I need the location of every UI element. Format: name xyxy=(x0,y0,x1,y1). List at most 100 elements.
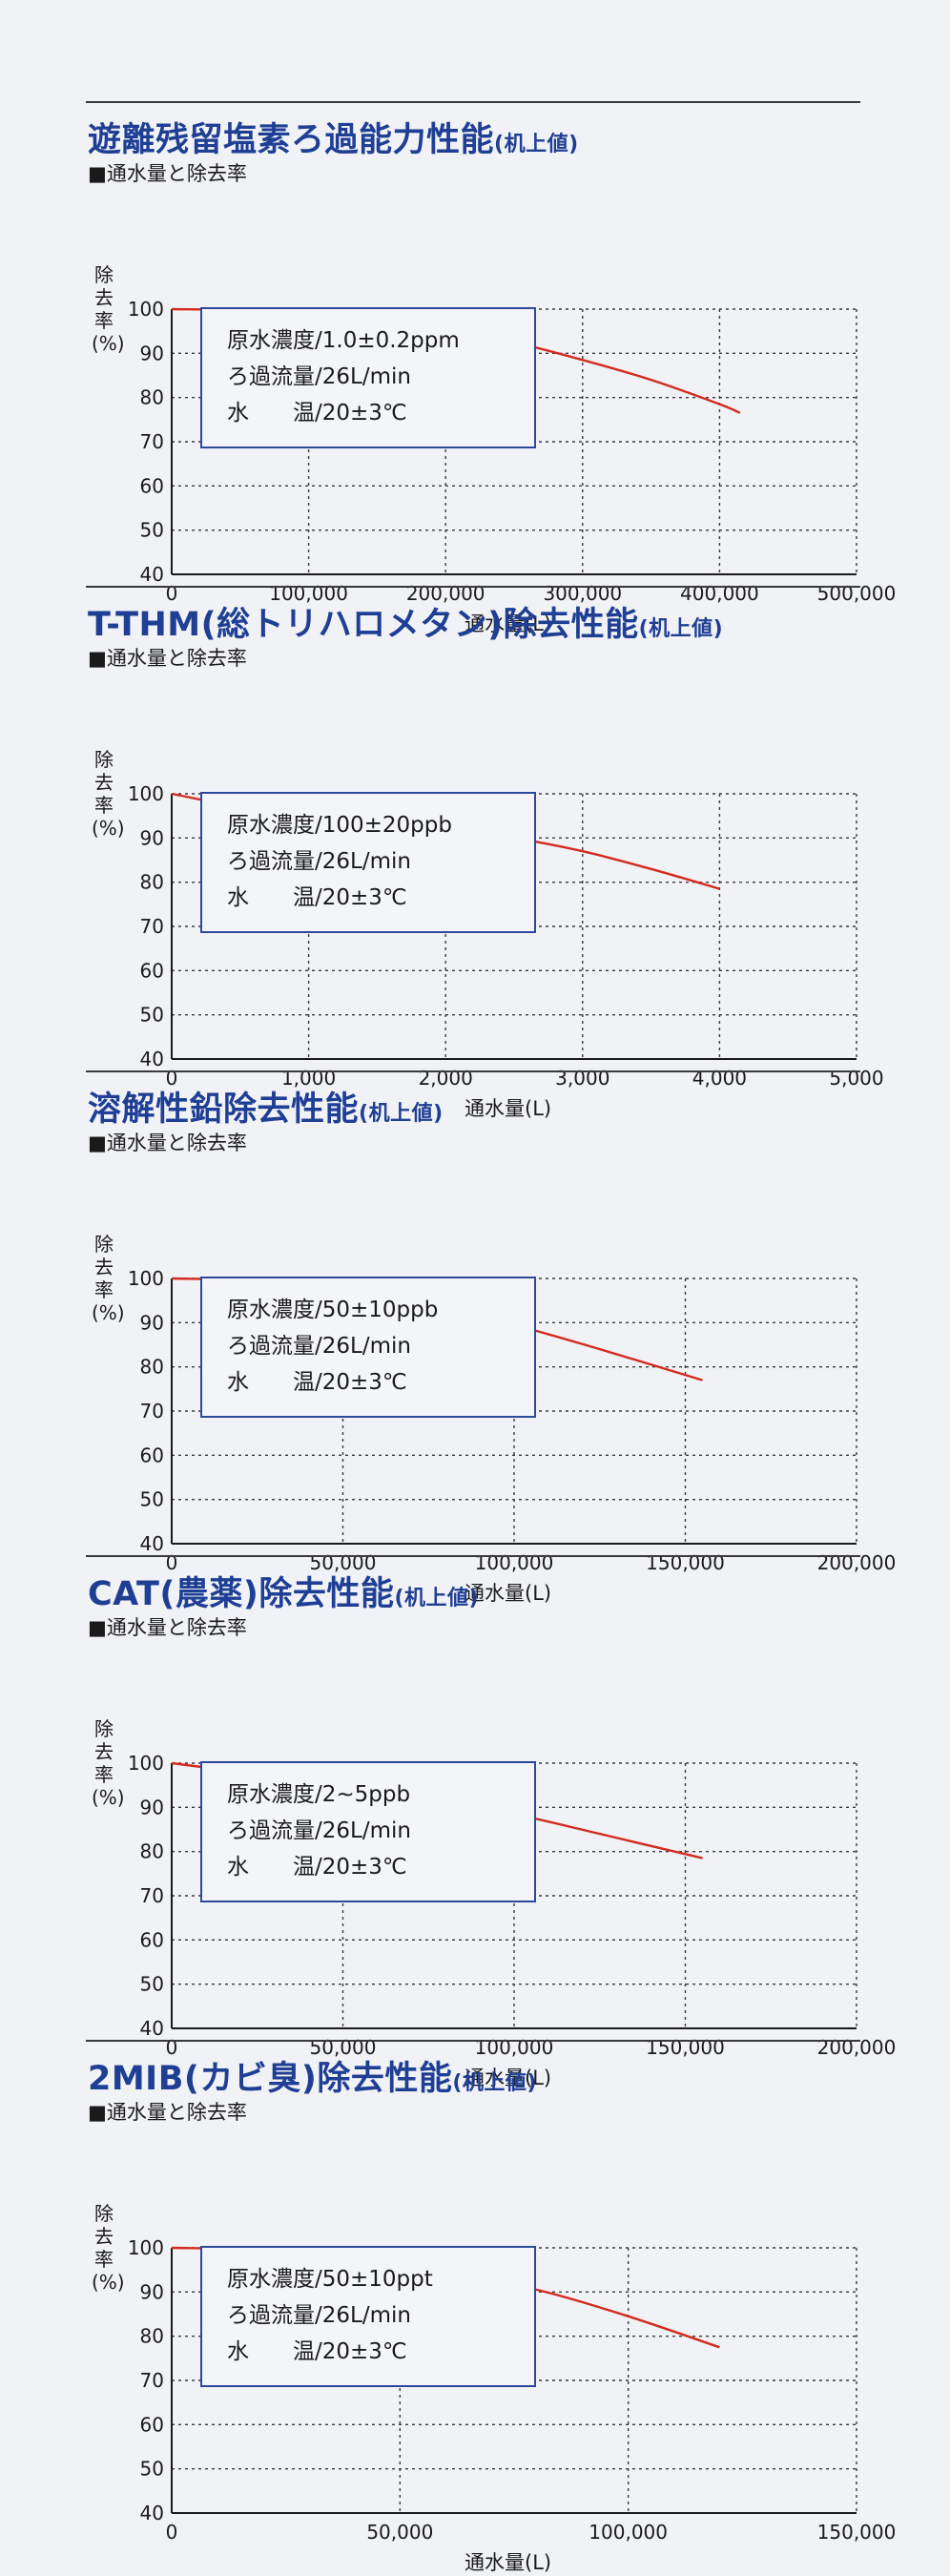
y-tick-label: 90 xyxy=(140,826,164,849)
chart-panel-1: 遊離残留塩素ろ過能力性能(机上値) ■通水量と除去率 除去率(%) 40 50 60 70 8… xyxy=(0,95,950,635)
x-axis-label: 通水量(L) xyxy=(465,2067,552,2089)
x-tick-label: 0 xyxy=(166,2521,178,2544)
y-tick-label: 80 xyxy=(140,1356,164,1379)
y-tick-label: 50 xyxy=(140,519,164,542)
chart-title-text: CAT(農薬)除去性能 xyxy=(88,1575,395,1613)
y-tick-label: 60 xyxy=(140,2413,164,2436)
y-tick-label: 40 xyxy=(140,2502,164,2524)
chart-subtitle: ■通水量と除去率 xyxy=(88,647,247,670)
x-tick-label: 0 xyxy=(166,2036,178,2059)
y-tick-label: 80 xyxy=(140,2325,164,2348)
condition-line: 原水濃度/100±20ppb xyxy=(227,813,452,838)
y-tick-label: 90 xyxy=(140,342,164,364)
y-tick-label: 50 xyxy=(140,1488,164,1511)
chart-subtitle: ■通水量と除去率 xyxy=(88,1616,247,1639)
section-rule xyxy=(86,1070,860,1072)
y-tick-label: 100 xyxy=(128,298,164,321)
y-tick-label: 40 xyxy=(140,563,164,586)
y-tick-label: 40 xyxy=(140,1532,164,1555)
y-tick-label: 70 xyxy=(140,1400,164,1423)
condition-line: ろ過流量/26L/min xyxy=(227,364,411,389)
chart-title-text: 遊離残留塩素ろ過能力性能 xyxy=(88,121,495,159)
x-tick-label: 50,000 xyxy=(366,2521,433,2544)
y-tick-label: 80 xyxy=(140,1840,164,1863)
chart-title-suffix: (机上値) xyxy=(638,617,724,641)
condition-line: 水 温/20±3℃ xyxy=(227,401,407,426)
condition-line: 水 温/20±3℃ xyxy=(227,1370,407,1395)
y-tick-label: 50 xyxy=(140,1973,164,1996)
y-tick-label: 100 xyxy=(128,782,164,805)
chart-title-text: 溶解性鉛除去性能 xyxy=(88,1091,360,1129)
y-tick-label: 80 xyxy=(140,871,164,894)
conditions-box: 原水濃度/1.0±0.2ppm ろ過流量/26L/min 水 温/20±3℃ xyxy=(200,307,536,448)
y-tick-label: 90 xyxy=(140,1311,164,1334)
conditions-box: 原水濃度/50±10ppb ろ過流量/26L/min 水 温/20±3℃ xyxy=(200,1277,536,1418)
x-axis-label: 通水量(L) xyxy=(465,1097,552,1120)
x-axis-label: 通水量(L) xyxy=(465,613,552,635)
chart-title: 遊離残留塩素ろ過能力性能(机上値) xyxy=(88,113,579,161)
condition-line: 原水濃度/50±10ppb xyxy=(227,1298,439,1322)
chart-title-text: 2MIB(カビ臭)除去性能 xyxy=(88,2060,453,2098)
conditions-box: 原水濃度/50±10ppt ろ過流量/26L/min 水 温/20±3℃ xyxy=(200,2246,536,2387)
y-tick-label: 60 xyxy=(140,1928,164,1951)
section-rule xyxy=(86,1555,860,1557)
y-tick-label: 40 xyxy=(140,2017,164,2040)
y-tick-label: 60 xyxy=(140,1444,164,1466)
y-tick-label: 100 xyxy=(128,1752,164,1775)
condition-line: ろ過流量/26L/min xyxy=(227,1334,411,1359)
y-tick-label: 60 xyxy=(140,474,164,497)
chart-title: 2MIB(カビ臭)除去性能(机上値) xyxy=(88,2051,537,2100)
condition-line: 原水濃度/2~5ppb xyxy=(227,1782,411,1807)
y-tick-label: 100 xyxy=(128,1267,164,1290)
chart-subtitle: ■通水量と除去率 xyxy=(88,1132,247,1154)
y-tick-label: 50 xyxy=(140,2458,164,2481)
x-tick-label: 150,000 xyxy=(817,2521,897,2544)
condition-line: 水 温/20±3℃ xyxy=(227,1855,407,1880)
chart-panel-4: CAT(農薬)除去性能(机上値) ■通水量と除去率 除去率(%) 40 50 60 70 80… xyxy=(0,1549,950,2089)
condition-line: 原水濃度/1.0±0.2ppm xyxy=(227,328,460,353)
y-tick-label: 80 xyxy=(140,386,164,409)
x-tick-label: 0 xyxy=(166,1551,178,1574)
y-tick-label: 40 xyxy=(140,1048,164,1070)
x-axis-label: 通水量(L) xyxy=(465,1582,552,1605)
chart-panel-5: 2MIB(カビ臭)除去性能(机上値) ■通水量と除去率 除去率(%) 40 50 60 70… xyxy=(0,2034,950,2574)
condition-line: ろ過流量/26L/min xyxy=(227,849,411,874)
chart-title-suffix: (机上値) xyxy=(359,1102,444,1126)
x-tick-label: 0 xyxy=(166,1067,178,1090)
section-rule xyxy=(86,2040,860,2042)
chart-title: 溶解性鉛除去性能(机上値) xyxy=(88,1082,444,1131)
condition-line: ろ過流量/26L/min xyxy=(227,1818,411,1843)
conditions-box: 原水濃度/2~5ppb ろ過流量/26L/min 水 温/20±3℃ xyxy=(200,1761,536,1902)
y-tick-label: 90 xyxy=(140,2280,164,2303)
chart-subtitle: ■通水量と除去率 xyxy=(88,162,247,185)
chart-title: T-THM(総トリハロメタン)除去性能(机上値) xyxy=(88,597,723,646)
y-axis-label: 除去率(%) xyxy=(92,748,125,840)
chart-panel-2: T-THM(総トリハロメタン)除去性能(机上値) ■通水量と除去率 除去率(%) 40… xyxy=(0,580,950,1120)
conditions-box: 原水濃度/100±20ppb ろ過流量/26L/min 水 温/20±3℃ xyxy=(200,792,536,933)
chart-panel-3: 溶解性鉛除去性能(机上値) ■通水量と除去率 除去率(%) 40 50 60 70 80 90 1… xyxy=(0,1065,950,1605)
chart-title-suffix: (机上値) xyxy=(452,2071,537,2095)
y-tick-label: 50 xyxy=(140,1004,164,1027)
chart-title-suffix: (机上値) xyxy=(394,1587,480,1610)
x-tick-label: 100,000 xyxy=(589,2521,668,2544)
x-axis-label: 通水量(L) xyxy=(465,2551,552,2574)
y-tick-label: 90 xyxy=(140,1796,164,1818)
section-rule xyxy=(86,101,860,103)
y-tick-label: 70 xyxy=(140,2369,164,2392)
condition-line: ろ過流量/26L/min xyxy=(227,2303,411,2328)
condition-line: 原水濃度/50±10ppt xyxy=(227,2267,433,2292)
y-tick-label: 70 xyxy=(140,1884,164,1907)
y-tick-label: 70 xyxy=(140,430,164,453)
x-tick-label: 0 xyxy=(166,582,178,605)
condition-line: 水 温/20±3℃ xyxy=(227,885,407,910)
y-tick-label: 70 xyxy=(140,915,164,938)
y-tick-label: 60 xyxy=(140,959,164,982)
chart-title-suffix: (机上値) xyxy=(494,133,579,156)
chart-title: CAT(農薬)除去性能(机上値) xyxy=(88,1567,479,1615)
y-tick-label: 100 xyxy=(128,2236,164,2259)
condition-line: 水 温/20±3℃ xyxy=(227,2339,407,2364)
section-rule xyxy=(86,586,860,588)
chart-title-text: T-THM(総トリハロメタン)除去性能 xyxy=(88,606,639,644)
chart-subtitle: ■通水量と除去率 xyxy=(88,2101,247,2124)
